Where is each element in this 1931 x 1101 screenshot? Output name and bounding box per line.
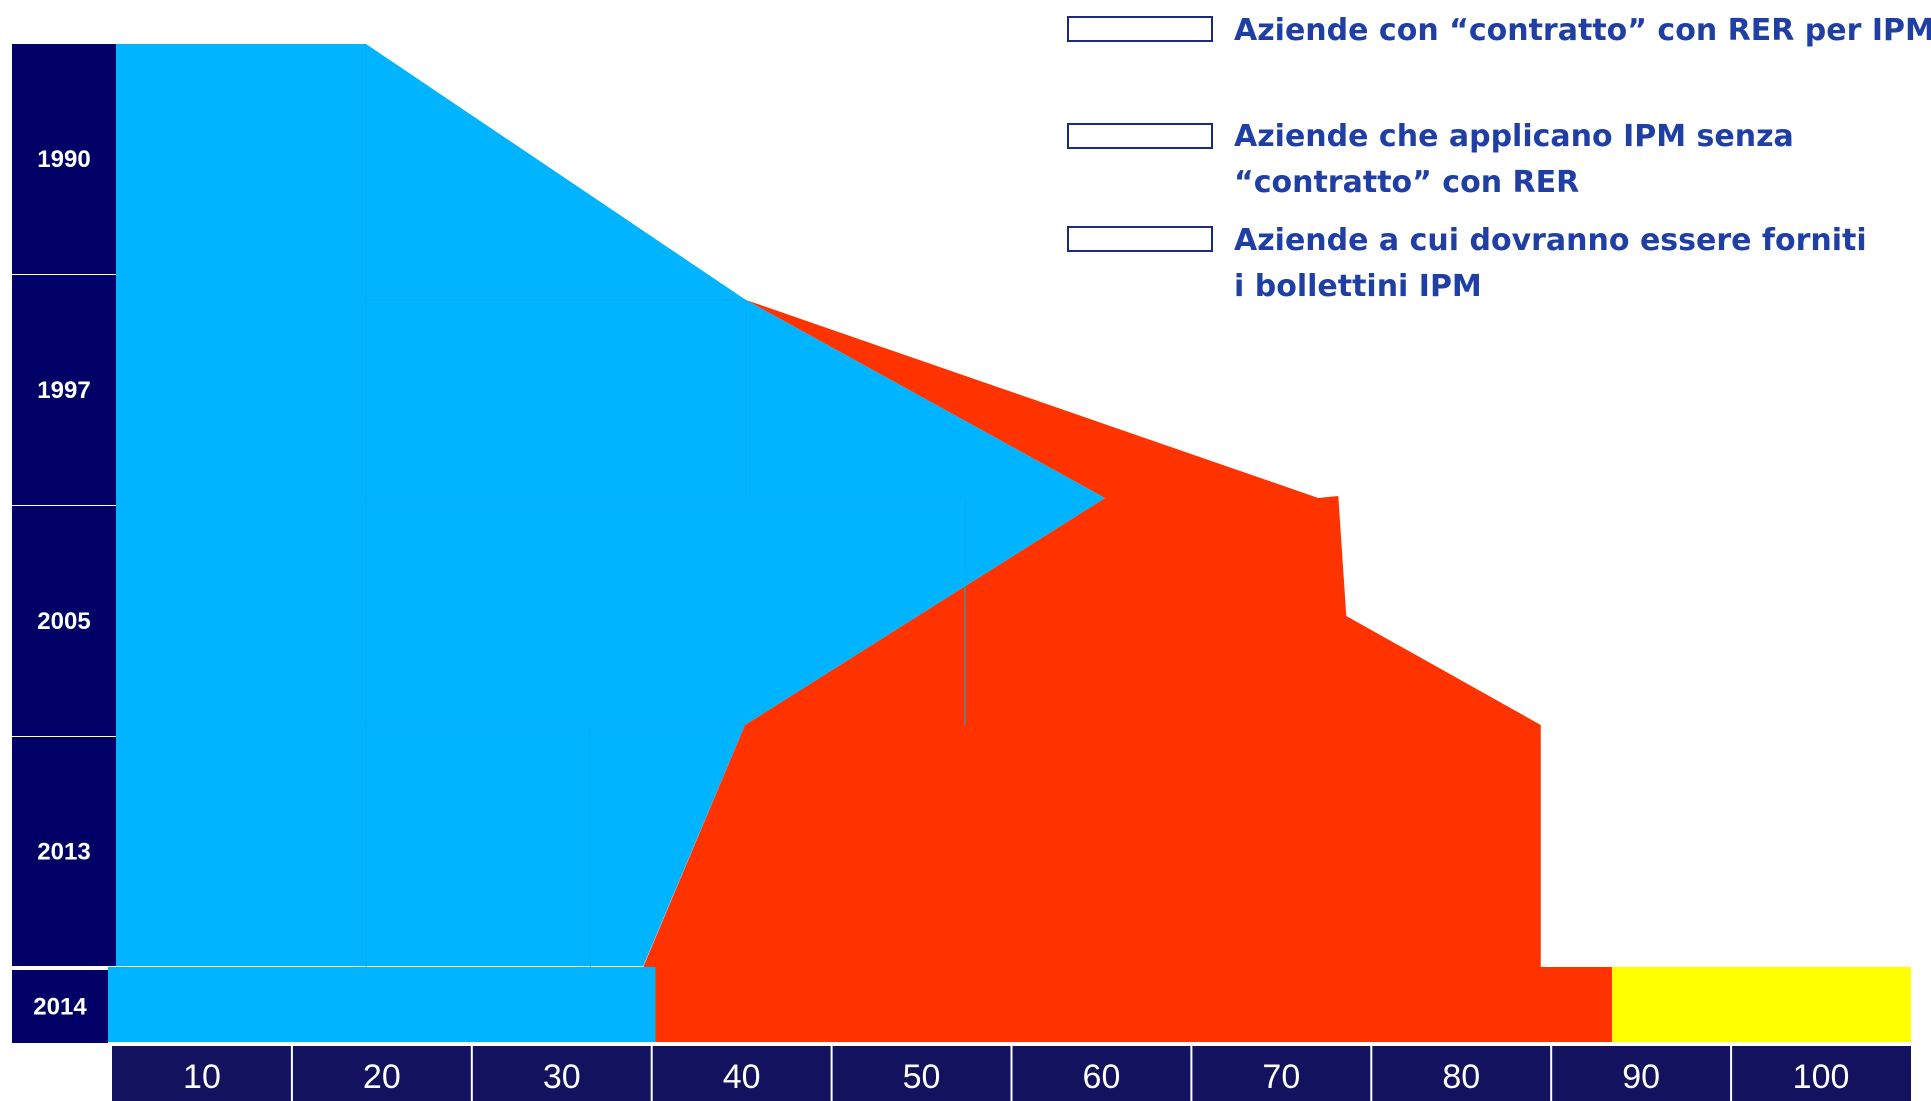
year-label-1997: 1997: [37, 377, 90, 404]
band-2014-bulletins: [1612, 967, 1911, 1042]
area-no-contract: [643, 300, 1541, 967]
x-tick-label-60: 60: [1083, 1058, 1121, 1096]
x-tick-label-30: 30: [543, 1058, 581, 1096]
x-tick-label-100: 100: [1793, 1058, 1850, 1096]
band-2014-contract: [108, 967, 656, 1042]
year-box-2005: [12, 506, 116, 736]
x-tick-label-20: 20: [363, 1058, 401, 1096]
x-tick-label-70: 70: [1262, 1058, 1300, 1096]
x-axis: 10 20 30 40 50 60 70 80 90 100: [112, 1046, 1911, 1101]
x-tick-label-90: 90: [1622, 1058, 1660, 1096]
x-tick-label-40: 40: [723, 1058, 761, 1096]
chart-areas: [108, 44, 1911, 1042]
year-box-1990: [12, 44, 116, 274]
area-contract: [116, 44, 1105, 966]
year-box-2013: [12, 737, 116, 966]
year-label-1990: 1990: [37, 146, 90, 173]
x-tick-label-10: 10: [183, 1058, 221, 1096]
x-tick-label-50: 50: [903, 1058, 941, 1096]
year-label-2005: 2005: [37, 608, 90, 635]
year-label-2014: 2014: [33, 994, 87, 1021]
band-2014-no-contract: [655, 967, 1612, 1042]
year-box-1997: [12, 275, 116, 505]
year-label-2013: 2013: [37, 839, 90, 866]
year-box-2014: [12, 970, 108, 1043]
y-axis: 1990 1997 2005 2013 2014: [12, 44, 116, 1043]
x-tick-label-80: 80: [1442, 1058, 1480, 1096]
